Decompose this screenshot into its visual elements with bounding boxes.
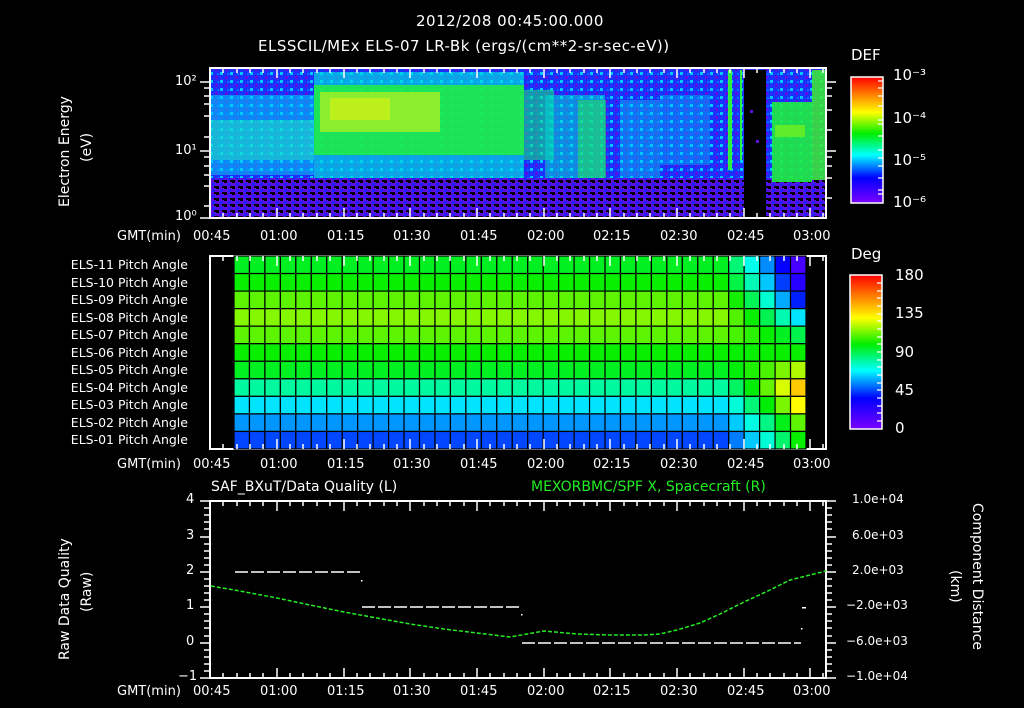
quality-ytick: 2 (186, 563, 195, 578)
panel3-xtick: 01:00 (260, 684, 298, 699)
panel2-xtick: 00:45 (193, 457, 231, 472)
spectrogram-yticks (200, 81, 836, 219)
pitch-angle-row-label: ELS-06 Pitch Angle (70, 344, 188, 360)
panel3-xtick: 03:00 (793, 684, 831, 699)
distance-ytick: −2.0e+03 (846, 598, 908, 612)
panel2-xtick: 01:45 (460, 457, 498, 472)
panel1-xtick: 03:00 (793, 229, 831, 244)
pitch-angle-row-label: ELS-07 Pitch Angle (70, 327, 188, 343)
def-colorbar (850, 76, 884, 204)
quality-frame (209, 500, 827, 679)
plot-title: ELSSCIL/MEx ELS-07 LR-Bk (ergs/(cm**2-sr… (258, 37, 670, 55)
deg-colorbar-label: Deg (851, 245, 882, 263)
panel2-xtick: 02:45 (727, 457, 765, 472)
quality-ytick: 4 (186, 492, 195, 507)
quality-title: SAF_BXuT/Data Quality (L) (211, 479, 398, 495)
panel1-xtick: 01:00 (260, 229, 298, 244)
pitch-angle-row-label: ELS-01 Pitch Angle (70, 432, 188, 448)
panel3-xtick: 00:45 (193, 684, 231, 699)
panel2-xtick: 02:15 (593, 457, 631, 472)
panel3-xtick: 02:00 (527, 684, 565, 699)
def-tick-1e-3: 10⁻³ (893, 66, 927, 84)
distance-ytick: 1.0e+04 (852, 492, 904, 506)
pitch-angle-row-label: ELS-02 Pitch Angle (70, 414, 188, 430)
quality-ylabel: Raw Data Quality (57, 538, 73, 660)
spectrogram-frame (209, 67, 827, 219)
distance-yunit: (km) (947, 570, 963, 603)
quality-xticks (209, 501, 824, 678)
pitch-angle-row-label: ELS-08 Pitch Angle (70, 309, 188, 325)
deg-tick-180: 180 (895, 266, 924, 284)
pitch-angle-row-label: ELS-03 Pitch Angle (70, 397, 188, 413)
distance-ytick: −1.0e+04 (846, 669, 908, 683)
deg-tick-90: 90 (895, 343, 915, 361)
pitch-angle-row-label: ELS-09 Pitch Angle (70, 292, 188, 308)
quality-ytick: 0 (186, 634, 195, 649)
panel2-xtick: 02:00 (527, 457, 565, 472)
panel1-ytick-10: 10¹ (175, 143, 197, 158)
distance-series (210, 570, 827, 638)
deg-tick-0: 0 (895, 419, 905, 437)
panel1-xtick: 02:15 (593, 229, 631, 244)
panel1-xaxis-label: GMT(min) (117, 229, 181, 244)
quality-yticks (200, 500, 836, 679)
distance-ylabel: Component Distance (969, 503, 985, 650)
def-tick-1e-6: 10⁻⁶ (893, 193, 927, 211)
pitch-angle-xticks (209, 256, 824, 449)
panel3-xtick: 01:30 (393, 684, 431, 699)
distance-ytick: −6.0e+03 (846, 634, 908, 648)
panel3-xtick: 01:45 (460, 684, 498, 699)
panel2-xtick: 01:30 (393, 457, 431, 472)
panel3-xtick: 01:15 (327, 684, 365, 699)
def-tick-1e-4: 10⁻⁴ (893, 109, 927, 127)
panel1-xtick: 01:30 (393, 229, 431, 244)
panel2-xtick: 03:00 (793, 457, 831, 472)
pitch-angle-grid (233, 255, 807, 450)
quality-ytick: 3 (186, 528, 195, 543)
panel1-xtick: 02:30 (660, 229, 698, 244)
panel1-xtick: 02:45 (727, 229, 765, 244)
panel2-xtick: 01:00 (260, 457, 298, 472)
distance-ytick: 6.0e+03 (852, 528, 904, 542)
panel1-xtick: 00:45 (193, 229, 231, 244)
panel1-xtick: 01:45 (460, 229, 498, 244)
quality-series (235, 571, 801, 644)
distance-ytick: 2.0e+03 (852, 563, 904, 577)
panel3-xtick: 02:30 (660, 684, 698, 699)
panel3-xaxis-label: GMT(min) (117, 684, 181, 699)
panel1-ytick-1: 10⁰ (175, 209, 197, 224)
panel3-xtick: 02:15 (593, 684, 631, 699)
quality-yunit: (Raw) (79, 571, 95, 612)
plot-datetime: 2012/208 00:45:00.000 (416, 12, 604, 30)
pitch-angle-row-label: ELS-05 Pitch Angle (70, 362, 188, 378)
pitch-angle-row-label: ELS-11 Pitch Angle (70, 257, 188, 272)
spectrogram-image (210, 68, 826, 218)
def-colorbar-label: DEF (851, 46, 881, 64)
panel2-xtick: 01:15 (327, 457, 365, 472)
panel1-xtick: 02:00 (527, 229, 565, 244)
deg-tick-135: 135 (895, 304, 924, 322)
quality-ytick: −1 (178, 669, 198, 684)
panel1-xtick: 01:15 (327, 229, 365, 244)
panel2-xtick: 02:30 (660, 457, 698, 472)
pitch-angle-row-label: ELS-10 Pitch Angle (70, 274, 188, 290)
pitch-angle-row-label: ELS-04 Pitch Angle (70, 379, 188, 395)
spectrogram-xticks (209, 68, 824, 218)
def-tick-1e-5: 10⁻⁵ (893, 151, 927, 169)
deg-tick-45: 45 (895, 381, 915, 399)
quality-ytick: 1 (186, 598, 195, 613)
panel2-xaxis-label: GMT(min) (117, 457, 181, 472)
panel3-xtick: 02:45 (727, 684, 765, 699)
panel1-ytick-100: 10² (175, 74, 197, 89)
distance-title: MEXORBMC/SPF X, Spacecraft (R) (531, 479, 766, 495)
